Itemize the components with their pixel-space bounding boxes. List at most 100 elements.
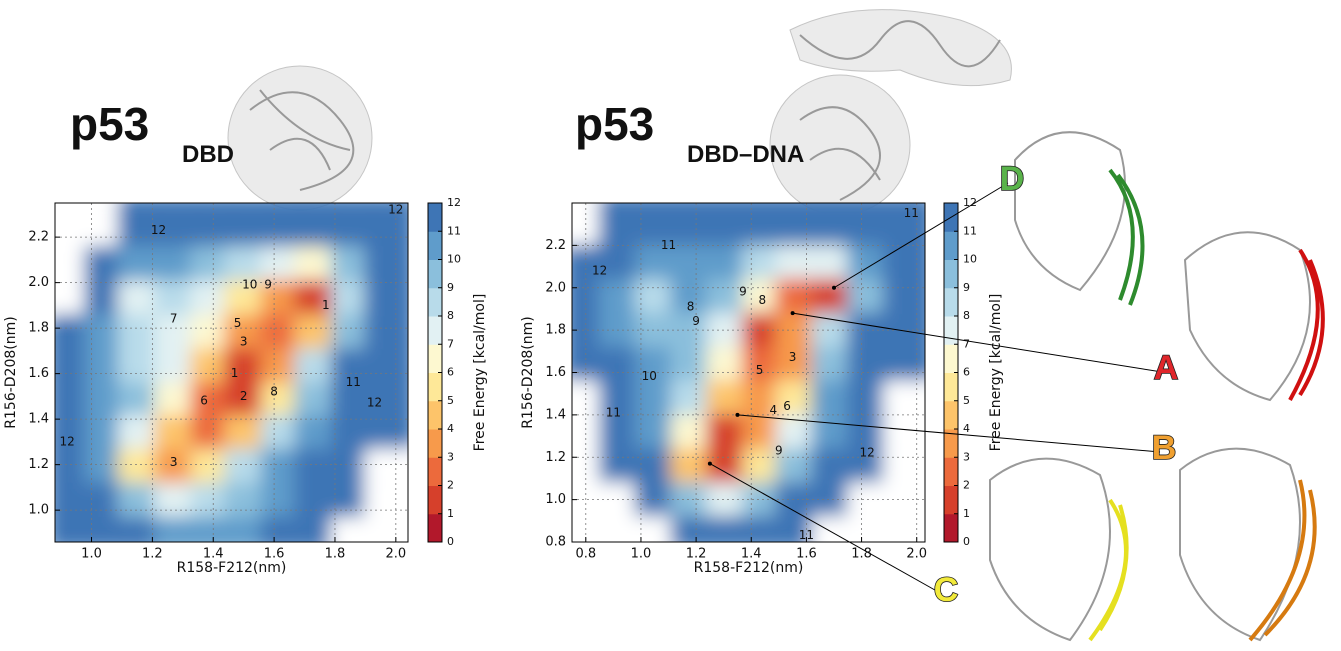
y-tick-label: 1.8 (28, 321, 49, 336)
colorbar-swatch (944, 287, 958, 317)
y-tick-label: 1.6 (28, 366, 49, 381)
y-tick-label: 2.2 (28, 230, 49, 245)
x-tick-label: 1.6 (264, 547, 285, 562)
y-tick-label: 1.8 (545, 323, 566, 338)
chart-title-subscript: DBD (182, 141, 234, 168)
colorbar-tick-label: 2 (963, 479, 970, 492)
colorbar-tick-label: 1 (447, 507, 454, 520)
contour-label: 12 (151, 223, 166, 237)
colorbar-swatch (428, 316, 442, 345)
contour-label: 5 (756, 363, 764, 377)
y-tick-label: 2.0 (545, 280, 566, 295)
contour-label: 5 (234, 316, 242, 330)
contour-label: 9 (692, 314, 700, 328)
colorbar-tick-label: 10 (963, 253, 977, 266)
colorbar-swatch (944, 429, 958, 458)
colorbar-tick-label: 4 (447, 422, 454, 435)
x-tick-label: 1.4 (741, 547, 762, 562)
callout-point (790, 311, 795, 316)
colorbar-label: Free Energy [kcal/mol] (988, 294, 1004, 452)
callout-point (735, 412, 740, 417)
colorbar-swatch (428, 485, 442, 515)
x-axis-label: R158-F212(nm) (177, 560, 287, 576)
contour-label: 12 (592, 263, 607, 277)
heatmap-cell (364, 203, 408, 247)
colorbar-tick-label: 0 (447, 535, 454, 548)
contour-label: 12 (367, 396, 382, 410)
colorbar-swatch (428, 259, 442, 289)
colorbar-swatch (428, 287, 442, 317)
y-axis-label: R156-D208(nm) (520, 316, 536, 428)
colorbar-swatch (428, 344, 442, 373)
y-tick-label: 2.0 (28, 275, 49, 290)
x-tick-label: 1.8 (325, 547, 346, 562)
x-tick-label: 1.8 (851, 547, 872, 562)
contour-label: 3 (170, 455, 178, 469)
contour-label: 4 (770, 403, 778, 417)
colorbar-tick-label: 5 (447, 394, 454, 407)
colorbar-tick-label: 7 (447, 337, 454, 350)
colorbar-tick-label: 9 (963, 281, 970, 294)
callout-line (833, 182, 1009, 289)
contour-label: 10 (642, 369, 657, 383)
y-tick-label: 1.2 (545, 450, 566, 465)
x-tick-label: 2.0 (906, 547, 927, 562)
contour-label: 8 (687, 299, 695, 313)
colorbar-tick-label: 3 (447, 450, 454, 463)
x-tick-label: 0.8 (575, 547, 596, 562)
colorbar-tick-label: 1 (963, 507, 970, 520)
plot-frame (571, 202, 926, 543)
contour-label: 11 (606, 405, 621, 419)
colorbar-tick-label: 6 (447, 366, 454, 379)
x-tick-label: 1.0 (81, 547, 102, 562)
y-tick-label: 2.2 (545, 238, 566, 253)
colorbar-swatch (944, 485, 958, 515)
colorbar-swatch (944, 316, 958, 345)
plot-frame (54, 202, 409, 543)
colorbar-swatch (428, 231, 442, 260)
contour-label: 8 (758, 293, 766, 307)
colorbar-tick-label: 12 (963, 196, 977, 209)
callout-label: A (1154, 349, 1179, 387)
contour-label: 1 (231, 366, 239, 380)
colorbar-tick-label: 0 (963, 535, 970, 548)
colorbar-swatch (944, 372, 958, 402)
contour-label: 12 (60, 434, 75, 448)
heatmap-cells (572, 203, 925, 542)
colorbar-tick-label: 3 (963, 450, 970, 463)
colorbar-swatch (944, 259, 958, 289)
colorbar-tick-label: 8 (447, 309, 454, 322)
colorbar-swatch (944, 231, 958, 260)
y-tick-label: 0.8 (545, 535, 566, 550)
callout-label: D (1000, 160, 1025, 198)
contour-label: 9 (739, 284, 747, 298)
contour-label: 11 (661, 238, 676, 252)
colorbar-swatch (428, 513, 442, 543)
contour-label: 11 (346, 375, 361, 389)
x-tick-label: 1.2 (686, 547, 707, 562)
colorbar-tick-label: 8 (963, 309, 970, 322)
callout-point (831, 285, 836, 290)
colorbar-tick-label: 7 (963, 337, 970, 350)
colorbar-swatch (428, 203, 442, 232)
contour-label: 11 (904, 206, 919, 220)
colorbar-swatch (428, 400, 442, 430)
y-tick-label: 1.4 (545, 407, 566, 422)
x-tick-label: 1.2 (142, 547, 163, 562)
contour-label: 12 (388, 202, 403, 216)
chart-title-subscript: DBD–DNA (687, 141, 804, 168)
contour-label: 6 (783, 399, 791, 413)
contour-label: 6 (200, 393, 208, 407)
contour-label: 7 (170, 312, 178, 326)
callout-label: C (934, 571, 959, 609)
contour-label: 3 (240, 334, 248, 348)
y-tick-label: 1.2 (28, 457, 49, 472)
contour-label: 3 (789, 350, 797, 364)
contour-label: 9 (264, 277, 272, 291)
callout-point (707, 461, 712, 466)
colorbar-swatch (944, 513, 958, 543)
colorbar-tick-label: 10 (447, 253, 461, 266)
